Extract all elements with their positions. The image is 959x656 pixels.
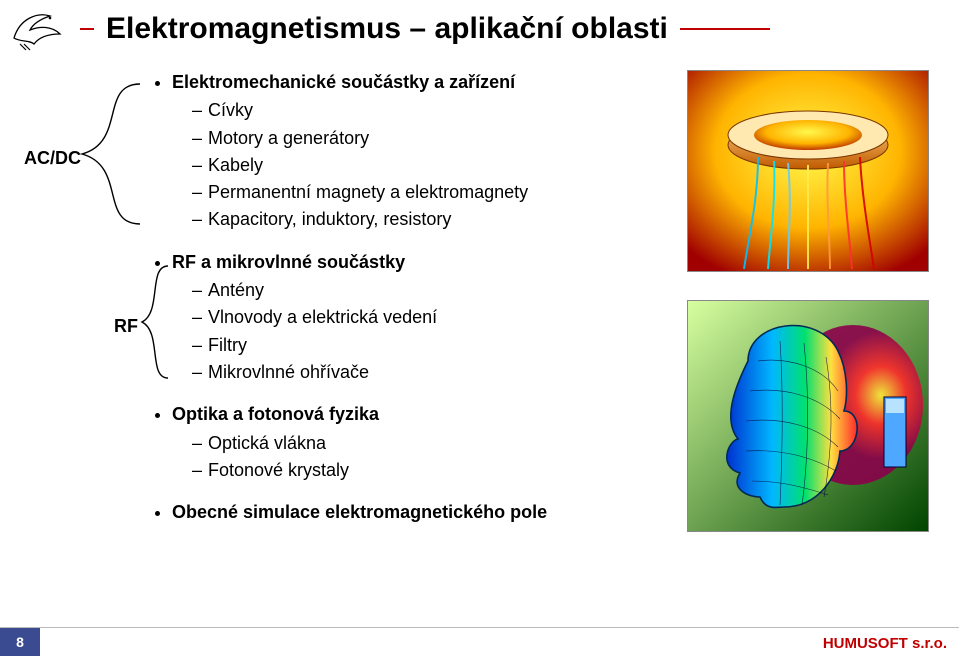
section2-heading: RF a mikrovlnné součástky Antény Vlnovod… bbox=[172, 250, 650, 384]
list-item: Kabely bbox=[192, 153, 650, 177]
list-item: Motory a generátory bbox=[192, 126, 650, 150]
section2-list: Antény Vlnovody a elektrická vedení Filt… bbox=[172, 278, 650, 384]
list-item: Vlnovody a elektrická vedení bbox=[192, 305, 650, 329]
title-bar: Elektromagnetismus – aplikační oblasti bbox=[80, 12, 770, 46]
section2-heading-text: RF a mikrovlnné součástky bbox=[172, 252, 405, 272]
label-rf: RF bbox=[114, 316, 138, 337]
simulation-image-coil bbox=[687, 70, 929, 272]
list-item: Filtry bbox=[192, 333, 650, 357]
logo bbox=[10, 8, 64, 52]
bracket-acdc bbox=[78, 82, 142, 226]
content: Elektromechanické součástky a zařízení C… bbox=[150, 70, 650, 542]
simulation-image-head bbox=[687, 300, 929, 532]
list-item: Kapacitory, induktory, resistory bbox=[192, 207, 650, 231]
title-rule-left bbox=[80, 28, 94, 30]
section3-heading: Optika a fotonová fyzika Optická vlákna … bbox=[172, 402, 650, 482]
list-item: Optická vlákna bbox=[192, 431, 650, 455]
brand: HUMUSOFT s.r.o. bbox=[823, 635, 947, 652]
slide-title: Elektromagnetismus – aplikační oblasti bbox=[98, 12, 676, 46]
list-item: Cívky bbox=[192, 98, 650, 122]
label-acdc: AC/DC bbox=[24, 148, 81, 169]
footer: 8 HUMUSOFT s.r.o. bbox=[0, 624, 959, 656]
page-number: 8 bbox=[0, 628, 40, 656]
section3-list: Optická vlákna Fotonové krystaly bbox=[172, 431, 650, 483]
list-item: Mikrovlnné ohřívače bbox=[192, 360, 650, 384]
list-item: Antény bbox=[192, 278, 650, 302]
section4-heading: Obecné simulace elektromagnetického pole bbox=[172, 500, 650, 524]
section1-heading-text: Elektromechanické součástky a zařízení bbox=[172, 72, 515, 92]
title-rule-right bbox=[680, 28, 770, 30]
section1-list: Cívky Motory a generátory Kabely Permane… bbox=[172, 98, 650, 231]
footer-divider bbox=[0, 627, 959, 628]
section1-heading: Elektromechanické součástky a zařízení C… bbox=[172, 70, 650, 232]
list-item: Fotonové krystaly bbox=[192, 458, 650, 482]
section3-heading-text: Optika a fotonová fyzika bbox=[172, 404, 379, 424]
list-item: Permanentní magnety a elektromagnety bbox=[192, 180, 650, 204]
